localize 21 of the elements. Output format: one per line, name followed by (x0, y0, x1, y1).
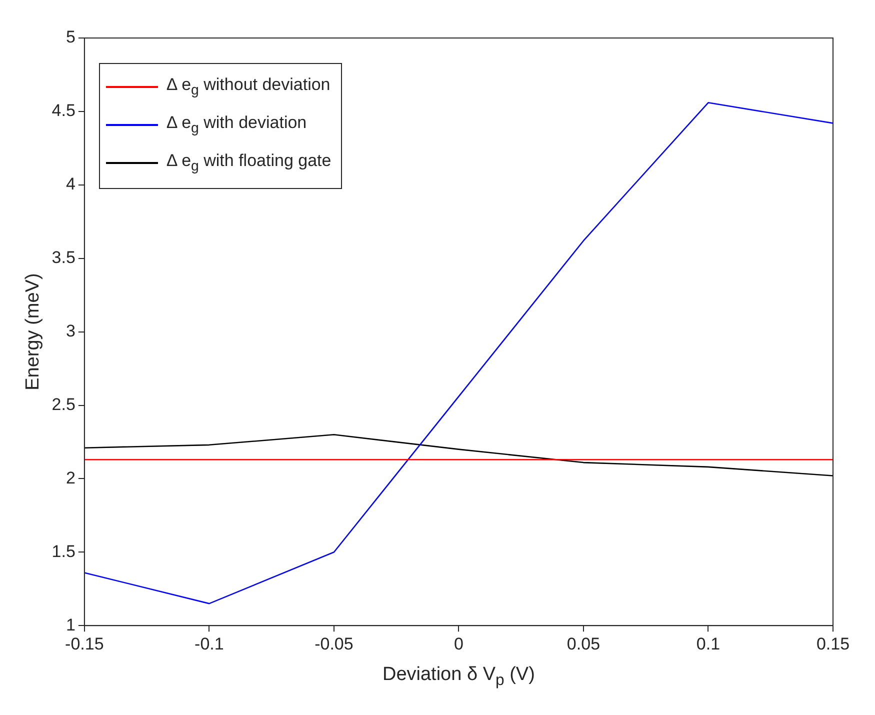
y-tick-label: 3.5 (52, 248, 76, 268)
y-tick-label: 1.5 (52, 542, 76, 561)
y-tick-label: 2.5 (52, 394, 76, 414)
x-tick-label: 0.1 (696, 634, 720, 654)
legend-label: Δ e$_{g}$ with deviation (166, 113, 307, 137)
y-axis-title: Energy (meV) (22, 273, 44, 390)
y-tick-label: 4.5 (52, 101, 76, 120)
x-tick-label: 0 (454, 634, 464, 654)
y-tick-label: 3 (66, 321, 76, 340)
y-tick-label: 5 (66, 28, 76, 47)
y-tick-label: 2 (66, 468, 76, 488)
legend-label: Δ e$_{g}$ without deviation (166, 75, 330, 99)
x-axis-title: Deviation δ V$_{p}$ (V) (382, 664, 535, 690)
x-tick-label: -0.05 (314, 634, 354, 654)
x-tick-label: -0.1 (194, 634, 224, 654)
y-tick-label: 4 (66, 174, 76, 194)
x-tick-label: 0.15 (816, 634, 850, 654)
x-tick-label: -0.15 (65, 634, 104, 654)
x-tick-label: 0.05 (566, 634, 600, 654)
legend-label: Δ e$_{g}$ with floating gate (166, 151, 332, 175)
y-tick-label: 1 (66, 615, 76, 634)
